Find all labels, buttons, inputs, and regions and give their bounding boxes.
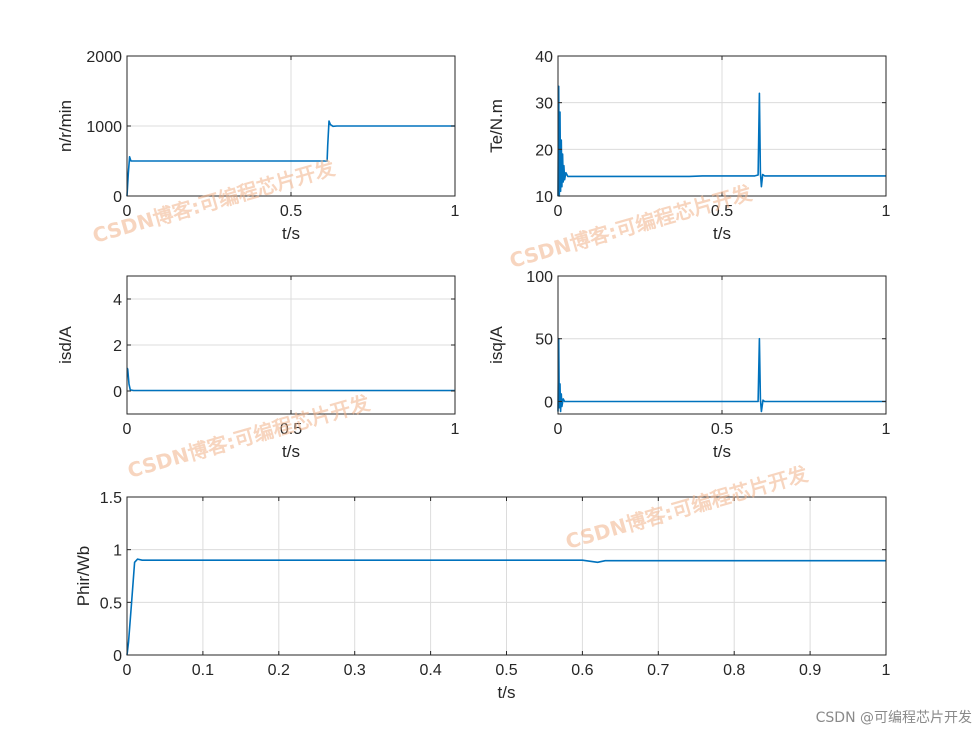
y-axis-label: isd/A [56, 325, 75, 363]
x-tick-label: 0.9 [799, 662, 821, 679]
y-axis-label: isq/A [487, 325, 506, 363]
x-tick-label: 0.5 [495, 662, 517, 679]
y-tick-label: 4 [113, 292, 122, 309]
y-tick-label: 0.5 [100, 595, 122, 612]
series-line-1 [557, 337, 886, 413]
x-axis-label: t/s [282, 224, 300, 243]
x-tick-label: 1 [882, 662, 891, 679]
x-axis-label: t/s [498, 683, 516, 702]
y-tick-label: 2 [113, 338, 122, 355]
x-axis-label: t/s [713, 224, 731, 243]
y-axis-label: n/r/min [56, 100, 75, 152]
y-tick-label: 0 [113, 189, 122, 206]
y-tick-label: 0 [544, 394, 553, 411]
x-tick-label: 0.1 [192, 662, 214, 679]
x-tick-label: 0 [554, 203, 563, 220]
x-tick-label: 1 [451, 203, 460, 220]
subplot-1: 0 0.5 1 0 1000 2000 t/s n/r/min [56, 49, 460, 243]
x-tick-label: 0.7 [647, 662, 669, 679]
x-tick-label: 0 [123, 662, 132, 679]
y-tick-label: 1000 [86, 119, 122, 136]
subplot-5: 0 0.1 0.2 0.3 0.4 0.5 0.6 0.7 0.8 0.9 1 0 0.5 1 1.5 t/s… [74, 490, 891, 702]
y-tick-label: 10 [535, 189, 553, 206]
x-tick-label: 0.8 [723, 662, 745, 679]
y-tick-label: 20 [535, 142, 553, 159]
y-axis-label: Phir/Wb [74, 546, 93, 606]
x-tick-label: 1 [882, 203, 891, 220]
x-tick-label: 0 [123, 421, 132, 438]
y-tick-label: 30 [535, 96, 553, 113]
subplot-2: 0 0.5 1 10 20 30 40 t/s Te/N.m [487, 49, 891, 243]
x-tick-label: 0.5 [280, 421, 302, 438]
subplot-3: 0 0.5 1 0 2 4 t/s isd/A [56, 275, 460, 461]
x-tick-label: 0.4 [419, 662, 441, 679]
y-tick-label: 40 [535, 49, 553, 66]
x-tick-label: 0 [554, 421, 563, 438]
credit-text: CSDN @可编程芯片开发 [815, 710, 972, 726]
series-line-1 [126, 558, 886, 656]
x-tick-label: 0.5 [280, 203, 302, 220]
x-tick-label: 0.6 [571, 662, 593, 679]
y-tick-label: 50 [535, 332, 553, 349]
y-tick-label: 0 [113, 384, 122, 401]
x-tick-label: 0.5 [711, 203, 733, 220]
x-axis-label: t/s [282, 442, 300, 461]
subplot-4: 0 0.5 1 0 50 100 t/s isq/A [487, 269, 891, 461]
x-tick-label: 1 [882, 421, 891, 438]
x-tick-label: 0.2 [268, 662, 290, 679]
series-line-1 [126, 120, 455, 197]
y-tick-label: 2000 [86, 49, 122, 66]
y-tick-label: 0 [113, 648, 122, 665]
y-tick-label: 100 [526, 269, 553, 286]
series-line-1 [557, 85, 886, 197]
x-axis-label: t/s [713, 442, 731, 461]
y-tick-label: 1 [113, 543, 122, 560]
x-tick-label: 0 [123, 203, 132, 220]
x-tick-label: 1 [451, 421, 460, 438]
y-tick-label: 1.5 [100, 490, 122, 507]
series-line-1 [126, 367, 455, 392]
y-axis-label: Te/N.m [487, 99, 506, 153]
x-tick-label: 0.3 [344, 662, 366, 679]
x-tick-label: 0.5 [711, 421, 733, 438]
